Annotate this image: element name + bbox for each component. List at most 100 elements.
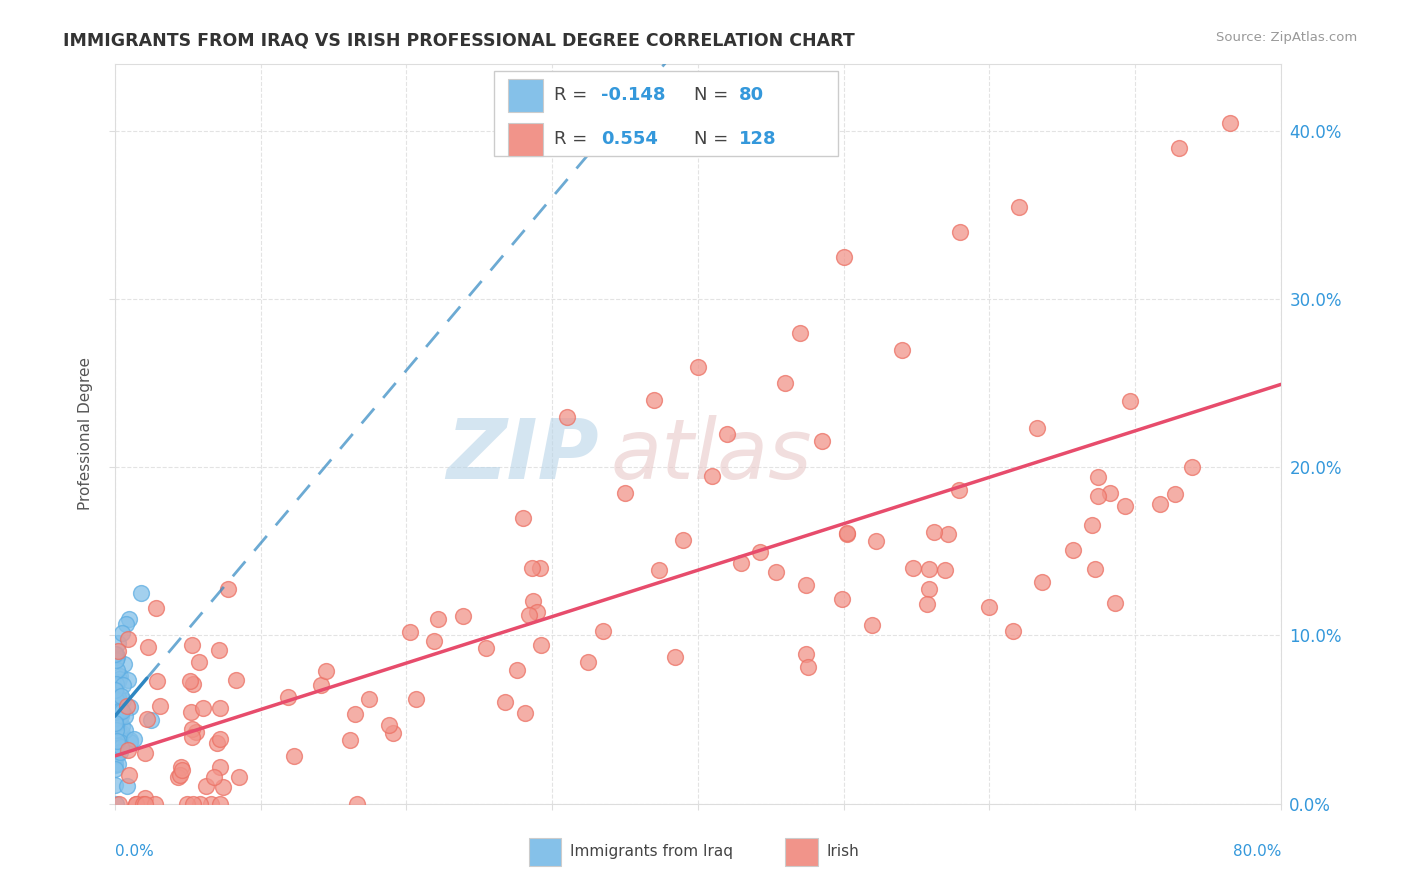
Point — [104, 711, 127, 725]
Point — [104, 685, 127, 699]
Point — [105, 713, 128, 727]
Point — [1001, 624, 1024, 639]
Point — [765, 565, 787, 579]
Point — [208, 760, 231, 774]
Point — [110, 740, 132, 755]
Point — [181, 730, 204, 744]
Point — [105, 691, 128, 706]
Point — [118, 735, 141, 749]
Point — [117, 699, 139, 714]
Point — [104, 758, 127, 772]
Text: R =: R = — [554, 130, 593, 148]
Point — [105, 747, 128, 762]
Point — [860, 617, 883, 632]
Point — [1031, 574, 1053, 589]
Text: 0.554: 0.554 — [602, 130, 658, 148]
Point — [146, 674, 169, 689]
Point — [917, 582, 939, 597]
Point — [208, 731, 231, 746]
Point — [104, 700, 127, 714]
Bar — [508, 123, 543, 156]
Point — [117, 743, 139, 757]
Point — [1104, 596, 1126, 610]
Text: -0.148: -0.148 — [602, 87, 665, 104]
Point — [576, 656, 599, 670]
Point — [730, 556, 752, 570]
Point — [104, 648, 127, 662]
Point — [517, 608, 540, 623]
Point — [108, 695, 131, 709]
Point — [180, 722, 202, 736]
Point — [110, 703, 132, 717]
Point — [686, 359, 709, 374]
Point — [405, 692, 427, 706]
Bar — [529, 838, 561, 866]
Point — [797, 660, 820, 674]
Point — [427, 612, 450, 626]
Text: Irish: Irish — [827, 844, 859, 859]
Point — [104, 674, 127, 689]
Point — [170, 760, 193, 774]
Point — [104, 704, 127, 718]
Point — [794, 647, 817, 661]
Point — [835, 526, 858, 541]
Point — [865, 533, 887, 548]
Point — [107, 723, 129, 738]
Point — [934, 563, 956, 577]
Point — [378, 718, 401, 732]
Point — [1087, 470, 1109, 484]
Point — [108, 702, 131, 716]
Point — [794, 578, 817, 592]
Point — [702, 468, 724, 483]
Point — [475, 641, 498, 656]
Point — [512, 511, 534, 525]
Point — [918, 562, 941, 576]
Point — [357, 691, 380, 706]
Y-axis label: Professional Degree: Professional Degree — [79, 358, 93, 510]
Point — [108, 745, 131, 759]
Point — [125, 797, 148, 811]
Point — [529, 560, 551, 574]
Point — [104, 716, 127, 731]
Point — [105, 797, 128, 811]
Point — [105, 719, 128, 733]
Point — [129, 586, 152, 600]
Point — [112, 657, 135, 671]
Point — [922, 525, 945, 540]
Point — [1181, 460, 1204, 475]
Point — [108, 735, 131, 749]
Point — [207, 736, 229, 750]
Point — [107, 690, 129, 705]
Point — [195, 779, 218, 793]
Point — [132, 797, 155, 811]
Point — [207, 643, 229, 657]
Point — [115, 780, 138, 794]
Point — [136, 713, 159, 727]
Point — [118, 768, 141, 782]
Point — [104, 706, 127, 720]
Point — [104, 748, 127, 763]
FancyBboxPatch shape — [494, 71, 838, 156]
Text: 80: 80 — [738, 87, 763, 104]
Point — [107, 714, 129, 728]
Point — [105, 677, 128, 691]
Point — [105, 702, 128, 716]
Point — [494, 695, 516, 709]
Point — [936, 526, 959, 541]
Point — [1163, 487, 1185, 501]
Point — [832, 250, 855, 264]
Point — [107, 703, 129, 717]
Point — [191, 701, 214, 715]
Point — [555, 409, 578, 424]
Point — [948, 483, 970, 497]
Text: atlas: atlas — [610, 416, 813, 497]
Point — [111, 704, 134, 718]
Point — [179, 673, 201, 688]
Point — [831, 591, 853, 606]
Point — [643, 393, 665, 408]
Point — [1149, 497, 1171, 511]
Point — [1062, 543, 1084, 558]
Point — [107, 674, 129, 689]
Point — [423, 634, 446, 648]
Point — [200, 797, 222, 811]
